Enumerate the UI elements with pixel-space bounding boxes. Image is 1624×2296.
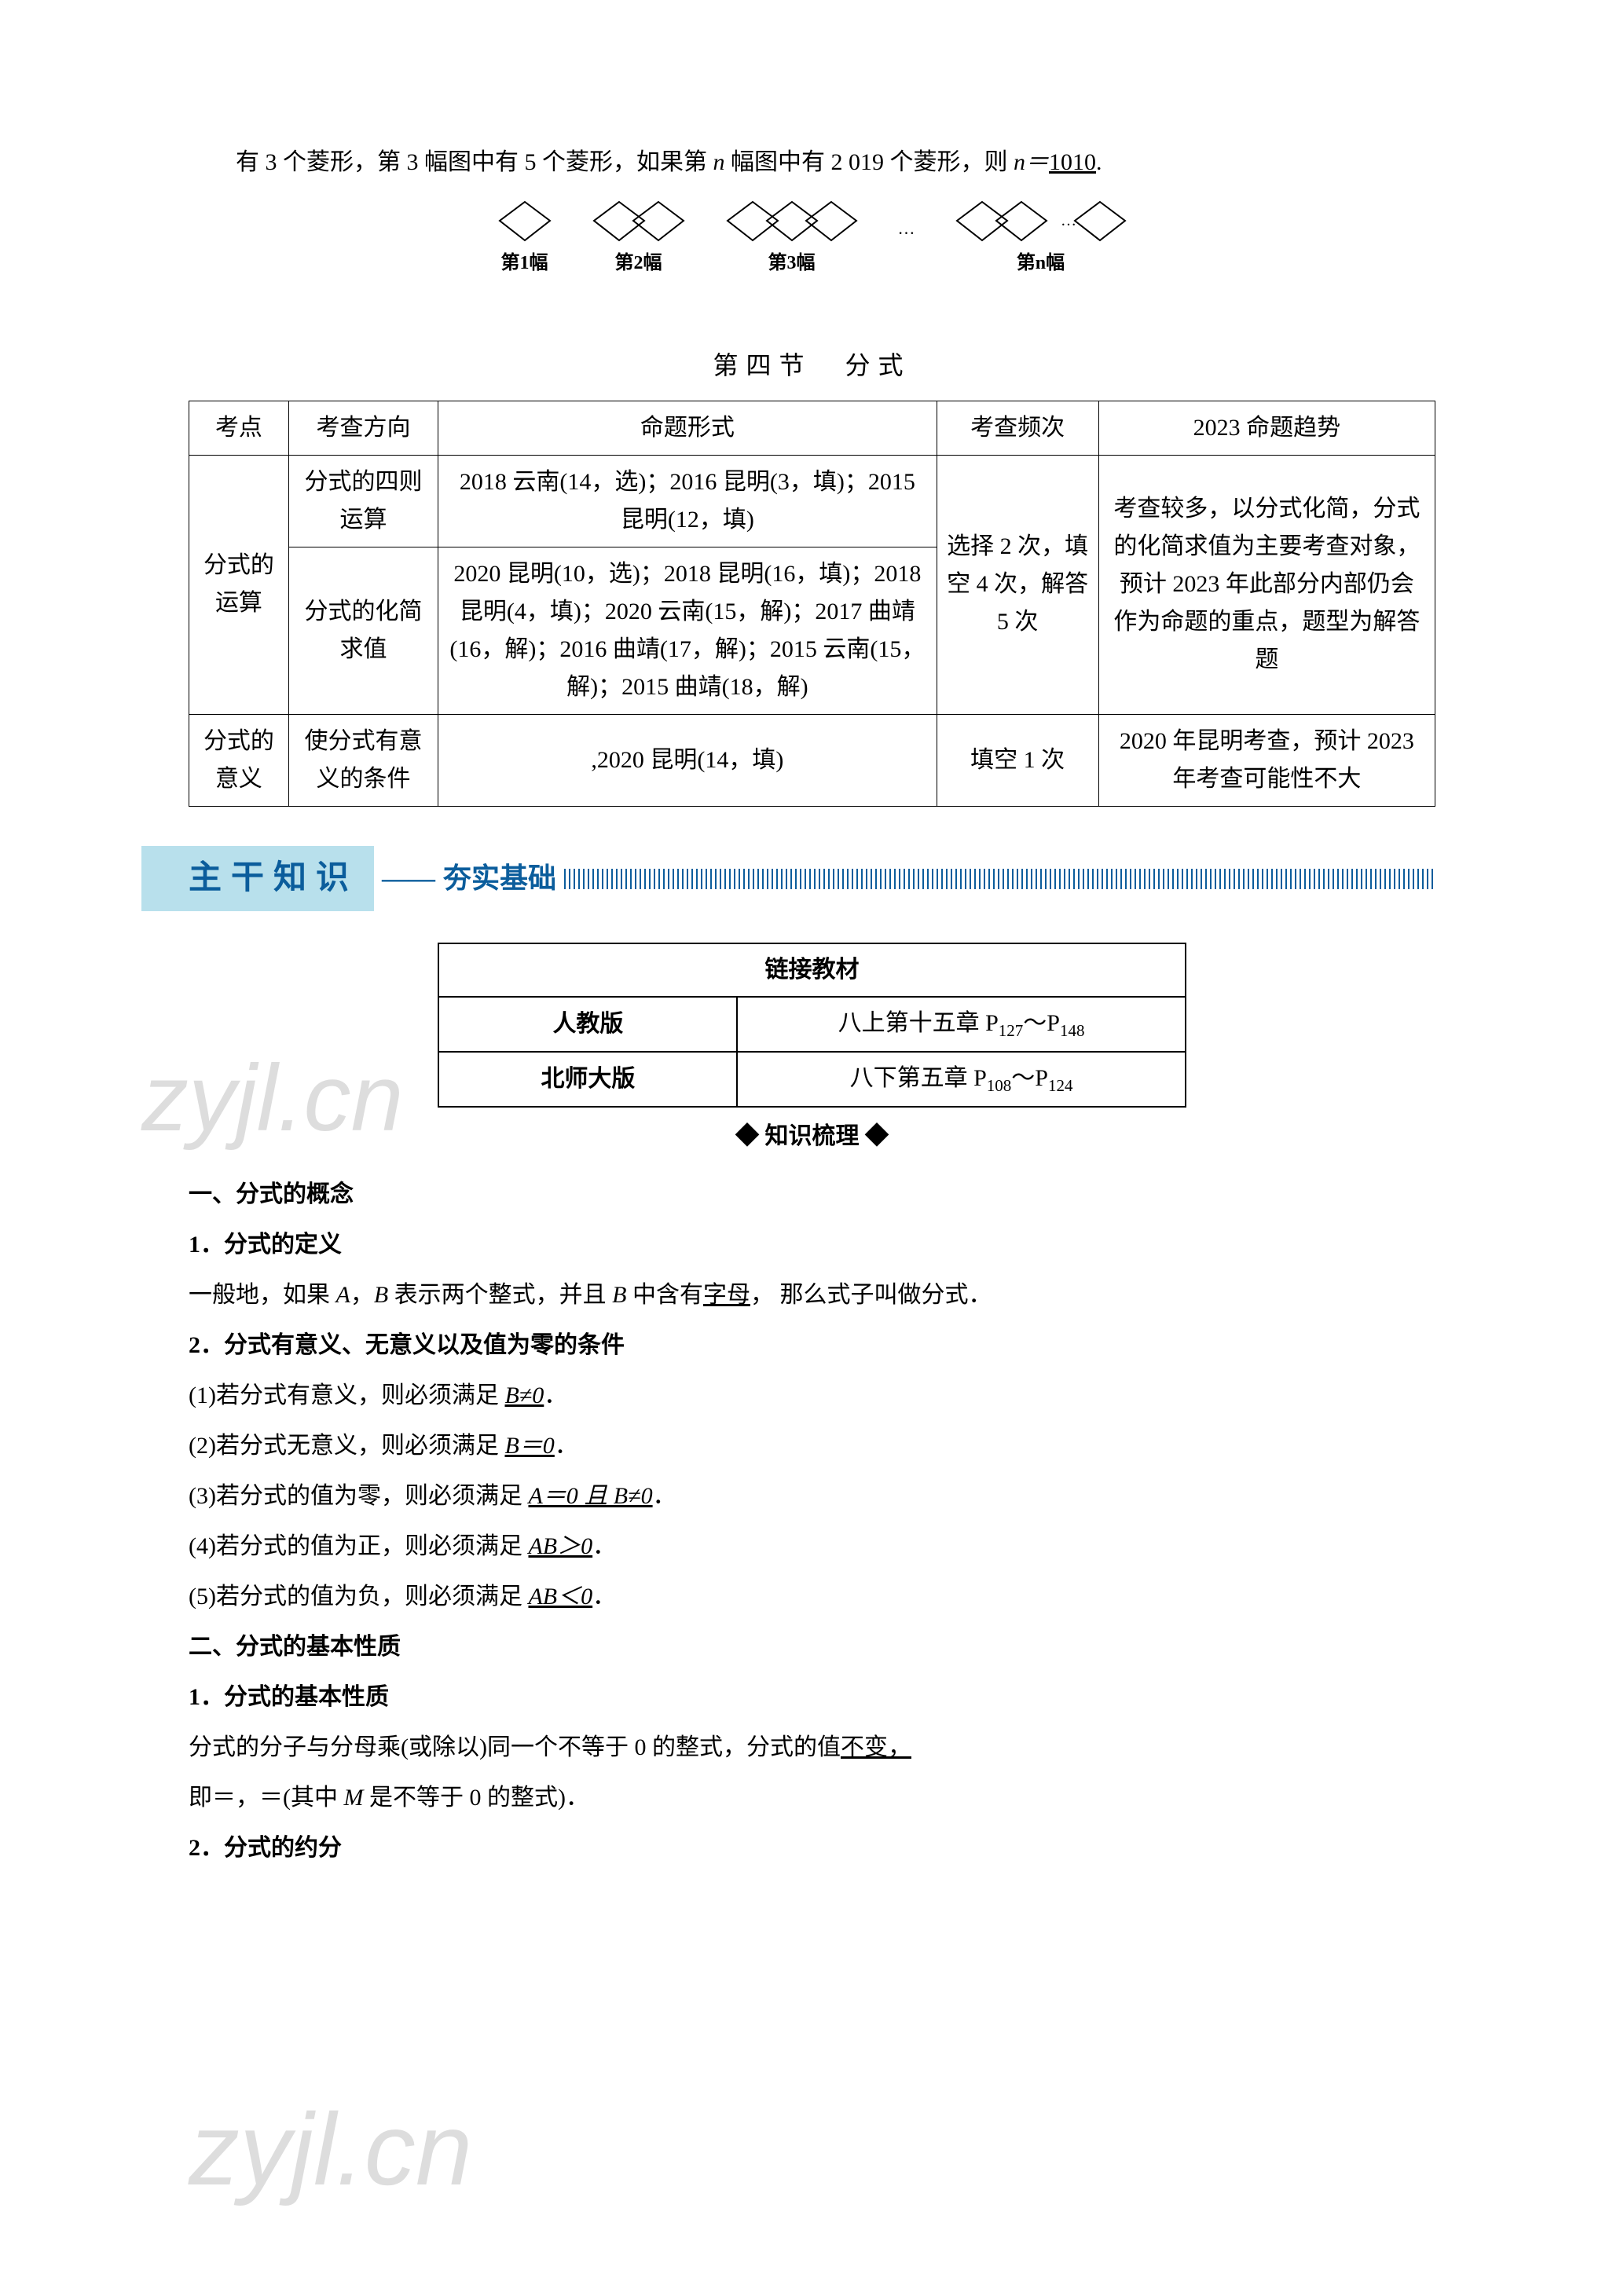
knowledge-marker: ◆ 知识梳理 ◆ (189, 1115, 1435, 1158)
h1-2: 2．分式有意义、无意义以及值为零的条件 (189, 1324, 1435, 1367)
th-kaodian: 考点 (189, 401, 289, 455)
h1-1: 1．分式的定义 (189, 1224, 1435, 1266)
prop-text-2: 即＝，＝(其中 M 是不等于 0 的整式)． (189, 1777, 1435, 1819)
var-n: n (713, 149, 725, 175)
th-freq: 考查频次 (937, 401, 1098, 455)
diamond-label-2: 第2幅 (615, 247, 662, 280)
cell-dir-3: 使分式有意义的条件 (288, 714, 438, 806)
exam-analysis-table: 考点 考查方向 命题形式 考查频次 2023 命题趋势 分式的运算 分式的四则运… (189, 401, 1435, 807)
diamond-group-3: 第3幅 (725, 200, 859, 280)
th-form: 命题形式 (438, 401, 937, 455)
item-5: (5)若分式的值为负，则必须满足 AB＜0． (189, 1576, 1435, 1618)
watermark-2: zyjl.cn (189, 2057, 472, 2241)
text-mid: 幅图中有 2 019 个菱形，则 (725, 149, 1014, 175)
link-r2-c1: 北师大版 (438, 1052, 737, 1107)
diamond-group-2: 第2幅 (592, 200, 686, 280)
banner-dash: —— (382, 855, 435, 903)
link-r2-c2: 八下第五章 P108～P124 (737, 1052, 1185, 1107)
cell-dir-2: 分式的化简求值 (288, 547, 438, 714)
h2-1: 1．分式的基本性质 (189, 1676, 1435, 1719)
cell-kaodian-2: 分式的意义 (189, 714, 289, 806)
diamond-group-n: … 第n幅 (955, 200, 1127, 280)
text-prefix: 有 3 个菱形，第 3 幅图中有 5 个菱形，如果第 (236, 149, 713, 175)
th-direction: 考查方向 (288, 401, 438, 455)
diamond-figure-row: 第1幅 第2幅 第3幅 … … 第n幅 (189, 200, 1435, 280)
item-1: (1)若分式有意义，则必须满足 B≠0． (189, 1375, 1435, 1417)
def-text: 一般地，如果 A，B 表示两个整式，并且 B 中含有字母， 那么式子叫做分式． (189, 1274, 1435, 1316)
link-r1-c2: 八上第十五章 P127～P148 (737, 997, 1185, 1052)
answer-1010: 1010 (1049, 149, 1096, 175)
cell-dir-1: 分式的四则运算 (288, 455, 438, 547)
var-n-eq: n＝ (1014, 149, 1049, 175)
content-body: 一、分式的概念 1．分式的定义 一般地，如果 A，B 表示两个整式，并且 B 中… (189, 1174, 1435, 1869)
banner-core-text: 主干知识 (141, 846, 374, 912)
textbook-link-table: 链接教材 人教版 八上第十五章 P127～P148 北师大版 八下第五章 P10… (438, 943, 1186, 1108)
diamond-icon: … (955, 200, 1127, 243)
link-r1-c1: 人教版 (438, 997, 737, 1052)
section-title: 第四节 分式 (189, 343, 1435, 389)
banner-heading: 主干知识 —— 夯实基础 (141, 846, 1435, 912)
h2: 二、分式的基本性质 (189, 1626, 1435, 1668)
dots: … (898, 213, 915, 268)
h2-2: 2．分式的约分 (189, 1827, 1435, 1869)
item-2: (2)若分式无意义，则必须满足 B＝0． (189, 1425, 1435, 1467)
cell-trend-2: 2020 年昆明考查，预计 2023 年考查可能性不大 (1098, 714, 1435, 806)
cell-trend-1: 考查较多，以分式化简，分式的化简求值为主要考查对象，预计 2023 年此部分内部… (1098, 455, 1435, 714)
cell-form-2: 2020 昆明(10，选)；2018 昆明(16，填)；2018 昆明(4，填)… (438, 547, 937, 714)
cell-form-1: 2018 云南(14，选)；2016 昆明(3，填)；2015 昆明(12，填) (438, 455, 937, 547)
item-4: (4)若分式的值为正，则必须满足 AB＞0． (189, 1525, 1435, 1568)
cell-freq-2: 填空 1 次 (937, 714, 1098, 806)
banner-stripes (564, 869, 1435, 889)
problem-text: 有 3 个菱形，第 3 幅图中有 5 个菱形，如果第 n 幅图中有 2 019 … (189, 141, 1435, 184)
h1: 一、分式的概念 (189, 1174, 1435, 1216)
diamond-icon (725, 200, 859, 243)
prop-text: 分式的分子与分母乘(或除以)同一个不等于 0 的整式，分式的值不变， (189, 1727, 1435, 1769)
period: . (1096, 149, 1102, 175)
link-title: 链接教材 (438, 943, 1185, 997)
diamond-label-1: 第1幅 (501, 247, 548, 280)
cell-form-3: ,2020 昆明(14，填) (438, 714, 937, 806)
diamond-group-1: 第1幅 (497, 200, 552, 280)
th-trend: 2023 命题趋势 (1098, 401, 1435, 455)
diamond-icon (497, 200, 552, 243)
banner-sub-text: 夯实基础 (443, 853, 556, 904)
diamond-icon (592, 200, 686, 243)
diamond-label-3: 第3幅 (768, 247, 816, 280)
cell-freq-1: 选择 2 次，填空 4 次，解答 5 次 (937, 455, 1098, 714)
item-3: (3)若分式的值为零，则必须满足 A＝0 且 B≠0． (189, 1475, 1435, 1518)
diamond-label-n: 第n幅 (1017, 247, 1065, 280)
cell-kaodian-1: 分式的运算 (189, 455, 289, 714)
